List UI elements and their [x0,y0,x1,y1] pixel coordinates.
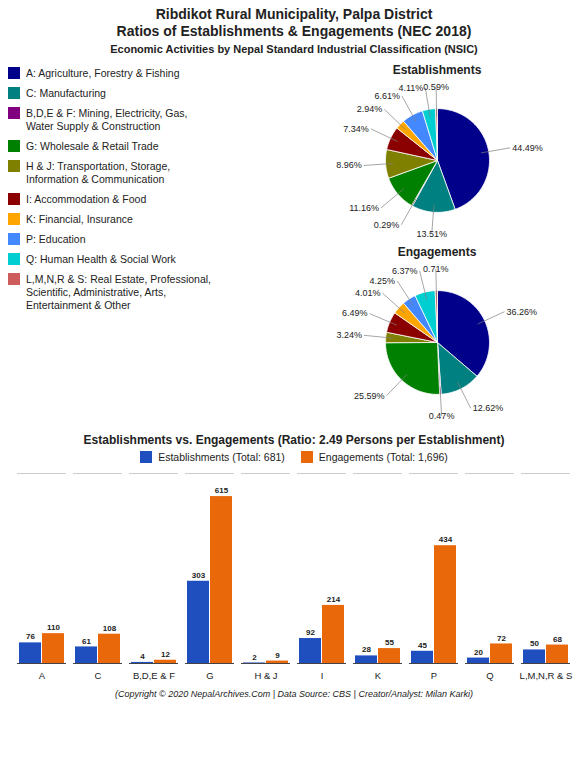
svg-text:92: 92 [306,628,315,637]
svg-text:55: 55 [385,638,394,647]
svg-text:28: 28 [362,645,371,654]
svg-text:6.37%: 6.37% [392,266,418,276]
html-text:(Copyright © 2020 NepalArchive: (Copyright © 2020 NepalArchives.Com | Da… [115,689,473,699]
html-text:Economic Activities by Nepal S: Economic Activities by Nepal Standard In… [110,43,478,55]
svg-text:2.94%: 2.94% [357,104,383,114]
svg-text:76: 76 [26,632,35,641]
html-text:Establishments (Total: 681): Establishments (Total: 681) [158,451,285,463]
svg-text:8.96%: 8.96% [336,160,362,170]
html-text:L,M,N,R & S: Real Estate, Prof: L,M,N,R & S: Real Estate, Professional, … [26,273,211,311]
html-text:P: Education: P: Education [26,233,86,245]
html-text:Establishments vs. Engagements: Establishments vs. Engagements (Ratio: 2… [83,433,505,447]
svg-text:0.59%: 0.59% [423,82,449,92]
svg-text:0.71%: 0.71% [423,264,449,274]
svg-text:P: P [431,670,437,681]
svg-text:61: 61 [82,637,91,646]
svg-text:4.25%: 4.25% [370,276,396,286]
svg-text:11.16%: 11.16% [349,203,379,213]
svg-text:36.26%: 36.26% [507,307,538,317]
svg-text:C: C [95,670,102,681]
svg-text:I: I [321,670,324,681]
svg-text:110: 110 [47,623,60,632]
html-text:I: Accommodation & Food: I: Accommodation & Food [26,193,147,205]
svg-text:20: 20 [474,648,483,657]
html-text:K: Financial, Insurance: K: Financial, Insurance [26,213,133,225]
svg-text:50: 50 [530,639,539,648]
html-text:Engagements (Total: 1,696): Engagements (Total: 1,696) [318,451,448,463]
svg-text:L,M,N,R & S: L,M,N,R & S [520,670,573,681]
svg-text:434: 434 [439,535,453,544]
svg-text:615: 615 [215,486,229,495]
html-text:C: Manufacturing: C: Manufacturing [26,87,106,99]
svg-text:H & J: H & J [254,670,277,681]
svg-text:214: 214 [327,595,341,604]
svg-text:A: A [39,670,46,681]
svg-text:12.62%: 12.62% [473,403,504,413]
svg-text:12: 12 [161,650,170,659]
html-text:A: Agriculture, Forestry & Fis: A: Agriculture, Forestry & Fishing [26,67,180,79]
svg-text:Q: Q [486,670,493,681]
svg-text:44.49%: 44.49% [512,143,543,153]
svg-text:B,D,E & F: B,D,E & F [133,670,175,681]
svg-text:6.49%: 6.49% [342,308,368,318]
svg-text:13.51%: 13.51% [416,229,447,239]
svg-text:9: 9 [275,651,280,660]
svg-text:4.01%: 4.01% [355,288,381,298]
svg-text:4: 4 [140,652,145,661]
svg-text:303: 303 [192,571,206,580]
svg-text:45: 45 [418,641,427,650]
svg-text:68: 68 [553,635,562,644]
html-text:Establishments: Establishments [392,63,482,77]
svg-text:4.11%: 4.11% [398,83,423,93]
svg-text:25.59%: 25.59% [354,391,385,401]
svg-text:6.61%: 6.61% [374,91,400,101]
svg-text:7.34%: 7.34% [343,124,369,134]
html-text:Ribdikot Rural Municipality, P: Ribdikot Rural Municipality, Palpa Distr… [116,6,472,39]
html-text:B,D,E & F: Mining, Electricity: B,D,E & F: Mining, Electricity, Gas, Wat… [26,107,188,132]
svg-text:72: 72 [497,634,506,643]
html-text:Engagements: Engagements [397,245,477,259]
html-text:H & J: Transportation, Storage: H & J: Transportation, Storage, Informat… [26,160,171,185]
svg-text:3.24%: 3.24% [336,330,362,340]
html-text:G: Wholesale & Retail Trade: G: Wholesale & Retail Trade [26,140,159,152]
svg-text:108: 108 [103,624,117,633]
svg-text:2: 2 [252,653,257,662]
svg-text:0.29%: 0.29% [374,220,400,230]
svg-text:G: G [206,670,213,681]
html-text:Q: Human Health & Social Work: Q: Human Health & Social Work [26,253,176,265]
svg-text:K: K [375,670,382,681]
svg-text:0.47%: 0.47% [429,411,455,421]
